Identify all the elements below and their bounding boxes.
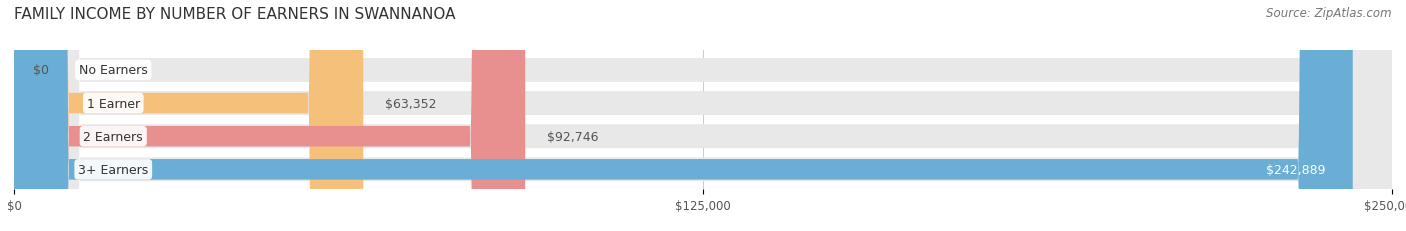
Text: $0: $0	[34, 64, 49, 77]
FancyBboxPatch shape	[14, 0, 1353, 231]
Text: 2 Earners: 2 Earners	[83, 130, 143, 143]
Text: $242,889: $242,889	[1265, 163, 1326, 176]
Text: No Earners: No Earners	[79, 64, 148, 77]
Text: 3+ Earners: 3+ Earners	[79, 163, 149, 176]
FancyBboxPatch shape	[14, 0, 1392, 231]
Text: $92,746: $92,746	[547, 130, 599, 143]
FancyBboxPatch shape	[14, 0, 1392, 231]
FancyBboxPatch shape	[14, 0, 526, 231]
FancyBboxPatch shape	[14, 0, 25, 231]
FancyBboxPatch shape	[14, 0, 363, 231]
Text: Source: ZipAtlas.com: Source: ZipAtlas.com	[1267, 7, 1392, 20]
FancyBboxPatch shape	[14, 0, 1392, 231]
Text: 1 Earner: 1 Earner	[87, 97, 139, 110]
Text: $63,352: $63,352	[385, 97, 437, 110]
Text: FAMILY INCOME BY NUMBER OF EARNERS IN SWANNANOA: FAMILY INCOME BY NUMBER OF EARNERS IN SW…	[14, 7, 456, 22]
FancyBboxPatch shape	[14, 0, 1392, 231]
